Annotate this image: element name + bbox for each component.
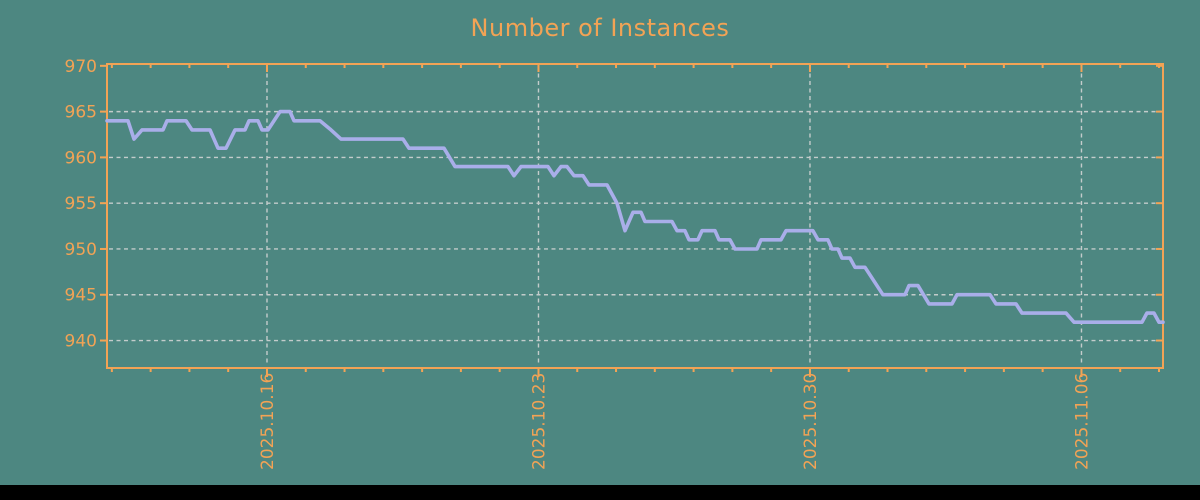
x-tick-label: 2025.10.23: [529, 373, 549, 470]
footer-bar: [0, 485, 1200, 500]
y-tick-label: 950: [65, 240, 97, 260]
chart-title: Number of Instances: [470, 14, 730, 42]
y-tick-label: 970: [65, 57, 97, 77]
y-tick-label: 960: [65, 148, 97, 168]
x-tick-label: 2025.11.06: [1072, 373, 1092, 470]
plot-border: [106, 63, 1164, 369]
x-tick-label: 2025.10.16: [258, 373, 278, 470]
y-tick-label: 945: [65, 286, 97, 306]
y-tick-label: 955: [65, 194, 97, 214]
y-tick-label: 940: [65, 332, 97, 352]
x-tick-label: 2025.10.30: [801, 373, 821, 470]
data-line: [105, 109, 1165, 325]
y-tick-label: 965: [65, 103, 97, 123]
